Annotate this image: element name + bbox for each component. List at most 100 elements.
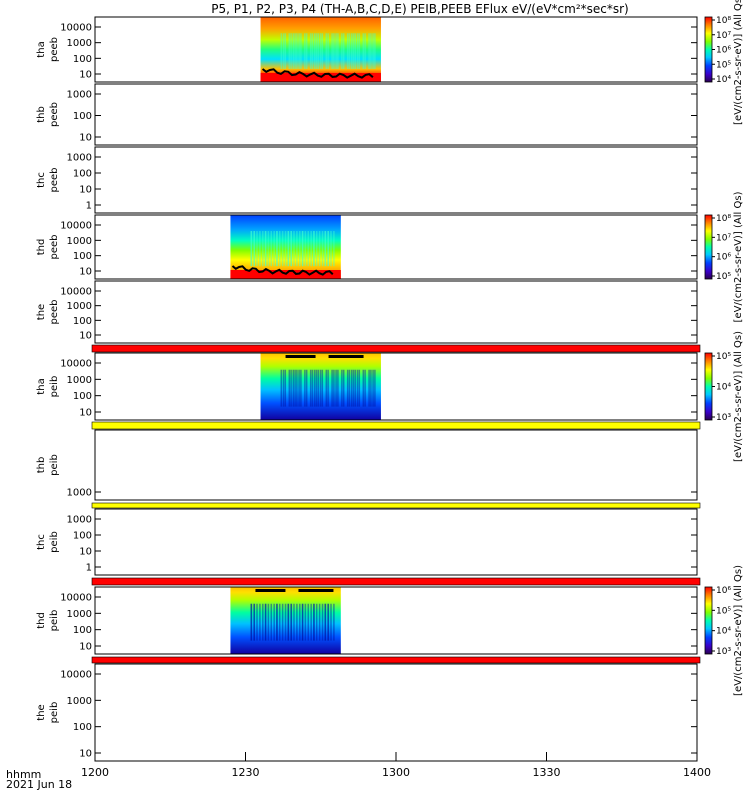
panel-ylabel-product: peeb [49,300,60,325]
spectrogram-streak [293,231,295,267]
panel-ylabel-product: peib [49,531,60,553]
colorbar-unit-label: [eV/(cm2-s-sr-eV)] (All Qs) [733,565,744,696]
spectrogram-streak [256,231,258,267]
spectrogram-streak [374,33,376,69]
spectrogram-streak [278,231,281,267]
spacecraft-potential-trace [231,265,334,276]
y-tick-label: 1000 [67,609,92,620]
spectrogram-streak [356,369,359,407]
spectrogram-streak [299,603,301,641]
spectrogram-streak [309,33,312,69]
spectrogram-streak [321,231,324,267]
spectrogram-streak [259,231,261,267]
panel-thb-peib: 1000 thb peib [36,429,701,509]
spectrogram-streak [348,33,351,69]
spectrogram-streak [270,603,273,641]
spectrogram-streak [282,369,285,407]
y-tick-label: 10000 [60,359,92,370]
spectrogram-streak [321,369,324,407]
spectrogram-streak [299,231,301,267]
panel-frame [94,352,698,421]
y-tick-label: 10 [79,133,92,144]
y-tick-label: 10000 [60,593,92,604]
spectrogram-streak [310,603,312,641]
spectrogram-streak [327,33,329,69]
spectrogram-streak [305,33,308,69]
y-tick-label: 10000 [60,287,92,298]
y-tick-label: 100 [73,111,92,122]
spectrogram-streak [290,33,292,69]
spectrogram-streak [310,231,312,267]
panel-ylabel-product: peib [49,702,60,724]
spectrogram-streak [350,33,353,69]
spectrogram-streak [311,33,314,69]
spectrogram-streak [298,33,300,69]
spectrogram-streak [318,231,321,267]
spectrogram-streak [362,33,365,69]
spectrogram-streak [348,369,351,407]
spectrogram-streak [300,369,302,407]
colorbar-unit-label: [eV/(cm2-s-sr-eV)] (All Qs) [733,191,744,322]
spectrogram-streak [354,369,357,407]
spectrogram-streak [313,33,316,69]
spectrogram-streak [294,369,296,407]
top-marker [298,589,334,592]
spectrogram-streak [300,33,302,69]
colorbar-tick-label: 10⁴ [716,627,731,637]
spectrogram-streak [333,369,335,407]
panel-ylabel-product: peeb [49,37,60,62]
panel-frame [94,663,698,762]
spectrogram-streak [273,231,275,267]
y-tick-label: 10000 [60,23,92,34]
spectrogram-streak [290,231,292,267]
spectrogram-streak [288,33,291,69]
spectrogram-streak [307,603,310,641]
spectrogram-streak [270,231,273,267]
spectrogram-streak [330,603,332,641]
colorbar-tick-label: 10³ [716,647,731,657]
spectrogram-streak [256,603,258,641]
spectrogram-streak [370,33,372,69]
spectrogram-streak [372,369,374,407]
y-tick-label: 100 [73,722,92,733]
spectrogram-streak [337,369,339,407]
spectrogram-streak [368,369,370,407]
colorbar-gradient [704,16,713,83]
spectrogram-streak [281,231,284,267]
spacecraft-potential-trace [261,68,374,79]
panel-frame [94,214,698,280]
spectrogram-streak [301,603,304,641]
y-tick-label: 100 [73,316,92,327]
spectrogram-streak [276,231,278,267]
spectrogram-streak [264,603,267,641]
spectrogram-streak [292,369,295,407]
panel-ylabel-probe: thd [36,612,47,629]
spectrogram-streak [324,603,327,641]
spectrogram-streak [330,231,332,267]
spectrogram-streak [327,231,330,267]
y-tick-label: 10 [79,749,92,760]
spectrogram-streak [358,369,361,407]
colorbar-tick-label: 10³ [716,413,731,423]
spectrogram-streak [262,603,264,641]
y-tick-label: 1000 [67,375,92,386]
spectrogram-streak [284,603,287,641]
spectrogram-streak [324,231,327,267]
fill-band-yellow [91,421,701,430]
panel-ylabel-probe: thc [36,172,47,188]
spectrogram-streak [327,603,330,641]
fill-band-red [91,656,701,664]
spectrogram-streak [304,231,307,267]
panel-frame [94,508,698,576]
spectrogram-streak [253,231,255,267]
spectrogram-streak [324,603,326,641]
spectrogram-streak [341,369,343,407]
spectrogram-streak [318,603,321,641]
spectrogram-streak [290,369,292,407]
y-tick-label: 10000 [60,670,92,681]
spectrogram-streak [315,603,318,641]
spectrogram-streak [319,369,322,407]
x-axis-label-date: 2021 Jun 18 [6,778,73,791]
colorbar-cb3: 10³ 10⁴ 10⁵ [eV/(cm2-s-sr-eV)] (All Qs) [704,331,744,462]
